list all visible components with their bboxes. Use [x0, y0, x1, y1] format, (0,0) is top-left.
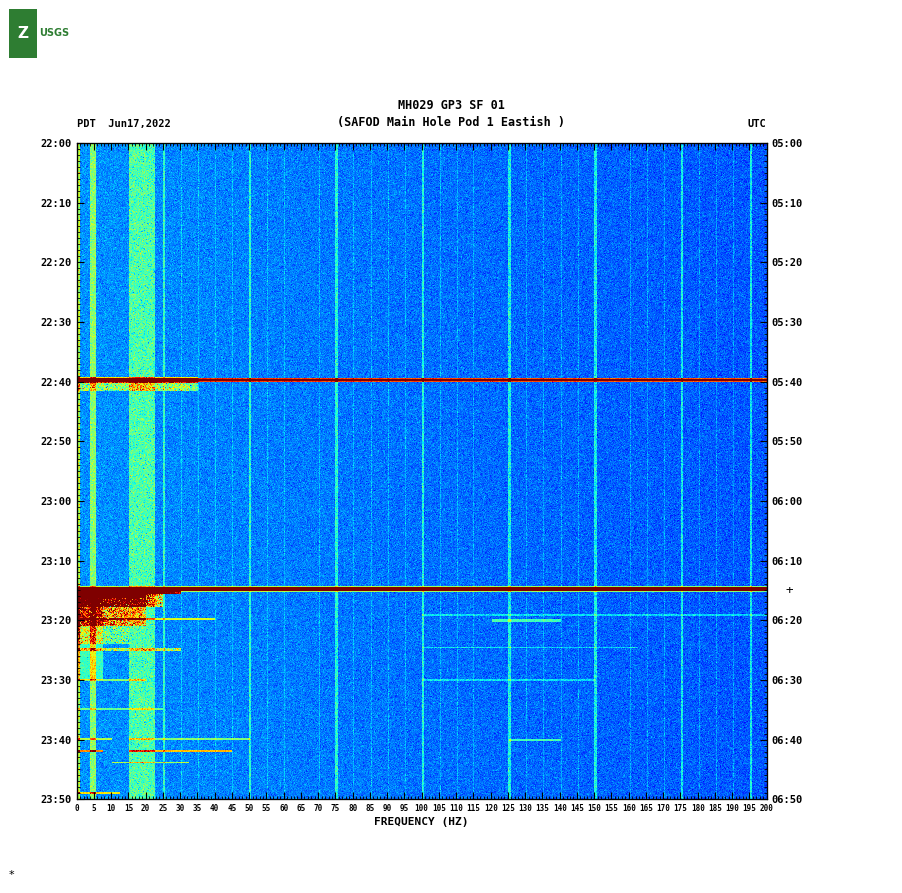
Text: +: + [786, 584, 793, 597]
Text: MH029 GP3 SF 01: MH029 GP3 SF 01 [398, 98, 504, 112]
X-axis label: FREQUENCY (HZ): FREQUENCY (HZ) [374, 817, 469, 827]
Text: Z: Z [18, 26, 29, 41]
Text: PDT  Jun17,2022: PDT Jun17,2022 [77, 120, 170, 129]
Text: (SAFOD Main Hole Pod 1 Eastish ): (SAFOD Main Hole Pod 1 Eastish ) [337, 116, 565, 129]
Text: USGS: USGS [40, 29, 69, 38]
FancyBboxPatch shape [9, 9, 38, 58]
Text: UTC: UTC [748, 120, 767, 129]
Text: *: * [9, 870, 14, 880]
